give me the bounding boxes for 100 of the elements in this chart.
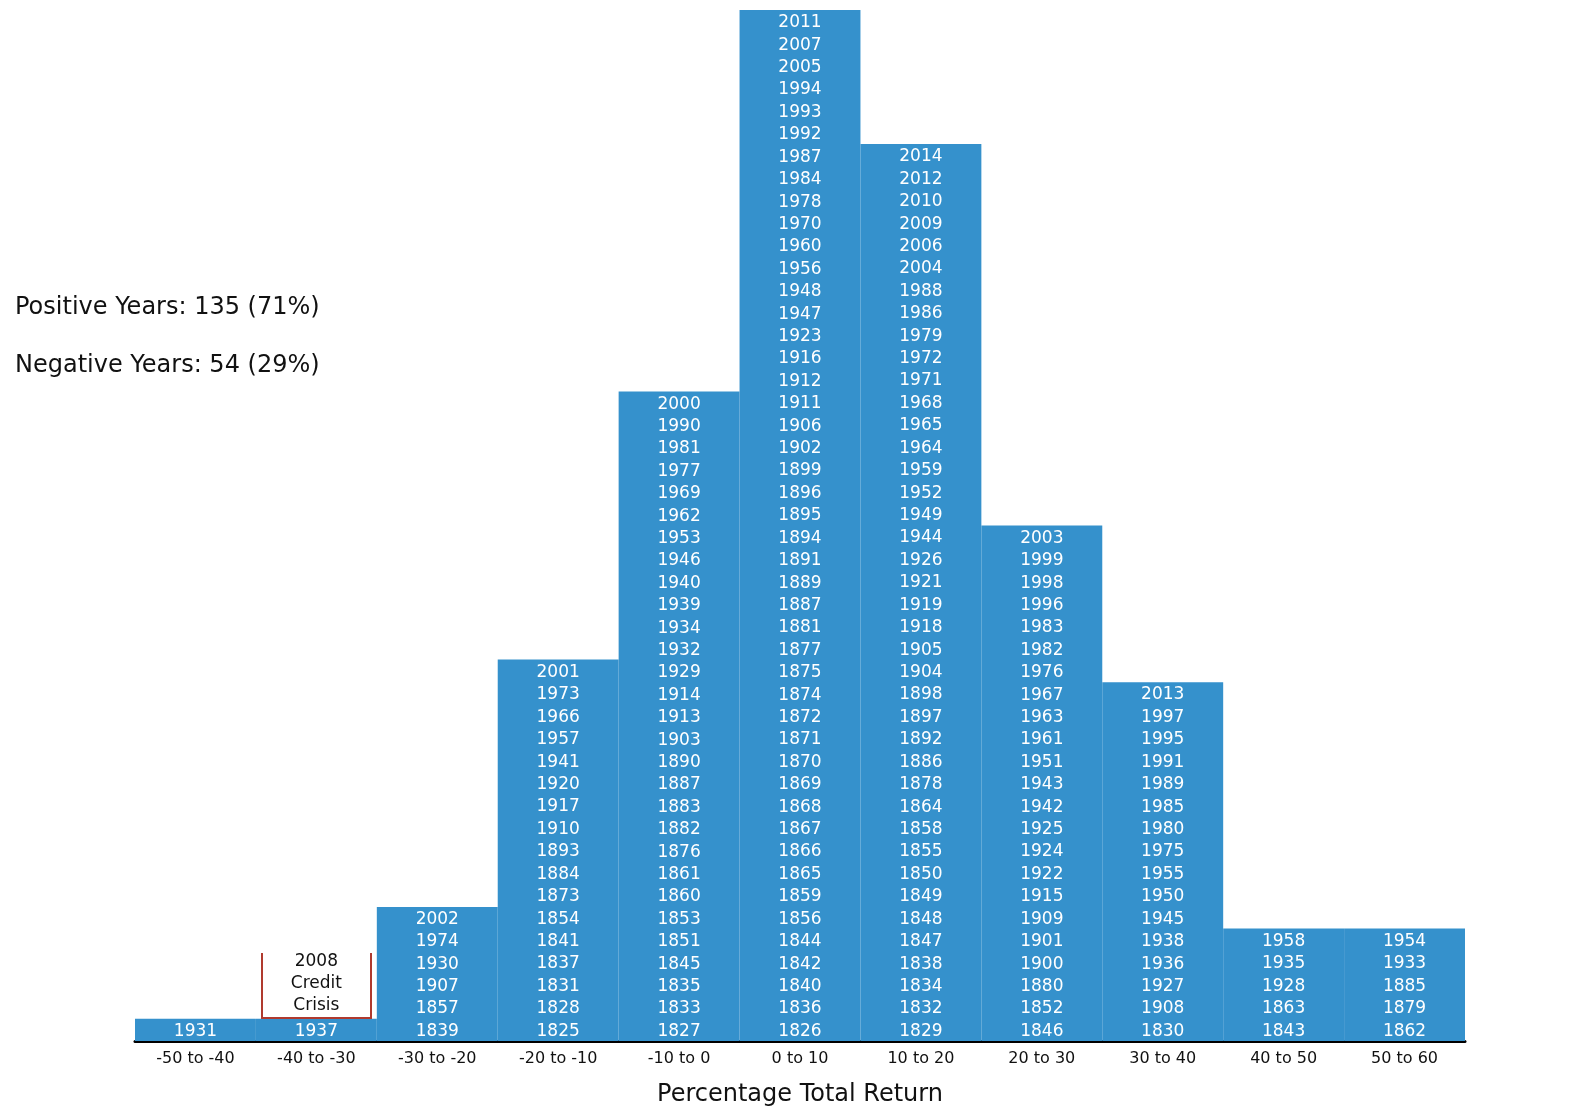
annotation: 1862 xyxy=(1382,1019,1427,1040)
annotation: 1893 xyxy=(536,840,580,861)
annotation: 1842 xyxy=(778,952,822,973)
annotation: 1857 xyxy=(415,997,459,1018)
annotation: 1908 xyxy=(1141,997,1185,1018)
annotation: 2014 xyxy=(899,145,943,166)
annotation: 1825 xyxy=(536,1019,580,1040)
annotation: 1835 xyxy=(657,975,701,995)
annotation: 1870 xyxy=(778,750,822,771)
annotation: 1995 xyxy=(1141,728,1185,749)
annotation: 1898 xyxy=(899,683,943,704)
annotation: 1891 xyxy=(778,549,822,570)
annotation: 1839 xyxy=(415,1019,459,1040)
annotation: 1933 xyxy=(1382,952,1427,973)
annotation: 1846 xyxy=(1020,1019,1064,1040)
annotation: Negative Years: 54 (29%) xyxy=(15,350,320,378)
annotation: 1944 xyxy=(899,526,943,547)
annotation: 1943 xyxy=(1020,773,1064,794)
annotation: 2011 xyxy=(778,11,822,32)
annotation: 1909 xyxy=(1020,907,1064,928)
annotation: 1928 xyxy=(1261,974,1306,995)
annotation: 1879 xyxy=(1382,997,1427,1018)
annotation: 1827 xyxy=(657,1019,701,1040)
annotation: 1867 xyxy=(778,818,822,839)
annotation: 1938 xyxy=(1141,930,1185,951)
annotation: 1866 xyxy=(778,840,822,861)
annotation: 1982 xyxy=(1020,638,1064,659)
annotation: 1852 xyxy=(1020,997,1064,1018)
annotation: 1832 xyxy=(899,997,943,1018)
annotation: 1828 xyxy=(536,997,580,1018)
annotation: 1988 xyxy=(899,279,943,300)
annotation: 1957 xyxy=(536,728,580,749)
annotation: 1970 xyxy=(778,212,822,233)
annotation: 1902 xyxy=(778,437,822,458)
annotation: 1973 xyxy=(536,683,580,704)
annotation: 1848 xyxy=(899,907,943,928)
annotation: 1900 xyxy=(1020,952,1064,973)
annotation: 1986 xyxy=(899,302,943,323)
annotation: 2003 xyxy=(1020,526,1064,547)
annotation: 1858 xyxy=(899,817,943,838)
annotation: 1962 xyxy=(657,504,701,525)
annotation: 1954 xyxy=(1382,929,1427,950)
annotation: 2001 xyxy=(536,660,580,681)
annotation: 1847 xyxy=(899,930,943,951)
annotation: 1916 xyxy=(778,347,822,368)
annotation: 1905 xyxy=(899,638,943,659)
annotation: 1876 xyxy=(657,840,701,861)
x-tick-label: -10 to 0 xyxy=(647,1047,711,1067)
annotation: 1886 xyxy=(899,750,943,771)
annotation: 1911 xyxy=(778,392,822,413)
annotation: 1868 xyxy=(778,795,822,816)
annotation: 1834 xyxy=(899,974,943,995)
annotation: 1865 xyxy=(778,862,822,883)
annotation: Positive Years: 135 (71%) xyxy=(15,292,320,320)
annotation: 1924 xyxy=(1020,840,1064,861)
annotation: 1980 xyxy=(1141,817,1185,838)
annotation: 1979 xyxy=(899,324,943,345)
annotation: 1912 xyxy=(778,369,822,390)
annotation: 1961 xyxy=(1020,728,1064,749)
annotation: 1923 xyxy=(778,324,822,345)
annotation: 1960 xyxy=(778,235,822,256)
annotation: 1917 xyxy=(536,795,580,816)
annotation: 1947 xyxy=(778,302,822,323)
annotation: 1836 xyxy=(778,997,822,1018)
annotation: 1948 xyxy=(778,280,822,301)
annotation: 1939 xyxy=(657,594,701,615)
annotation: 1999 xyxy=(1020,549,1064,570)
annotation: 2013 xyxy=(1141,683,1185,704)
annotation: 2000 xyxy=(657,392,701,413)
annotation: 1950 xyxy=(1141,885,1185,906)
annotation: 1963 xyxy=(1020,706,1064,726)
x-tick-label: -20 to -10 xyxy=(518,1047,598,1067)
annotation: 1951 xyxy=(1020,750,1064,771)
annotation: 1981 xyxy=(657,437,701,458)
annotation: 1887 xyxy=(657,773,701,794)
annotation: 1964 xyxy=(899,436,943,457)
annotation: 1953 xyxy=(657,527,701,548)
x-tick-label: 10 to 20 xyxy=(887,1047,955,1067)
annotation: 1946 xyxy=(657,549,701,570)
annotation: 1972 xyxy=(899,347,943,368)
annotation: 1914 xyxy=(657,683,701,704)
annotation: 1918 xyxy=(899,616,943,637)
annotation: 1845 xyxy=(657,952,701,973)
annotation: 1966 xyxy=(536,705,580,726)
x-tick-label: -50 to -40 xyxy=(156,1047,235,1067)
bracket: 2008 Credit Crisis xyxy=(260,952,372,1019)
annotation: 1840 xyxy=(778,974,822,995)
annotation: 1930 xyxy=(415,952,459,973)
annotation: 1967 xyxy=(1020,683,1064,704)
x-tick-label: 20 to 30 xyxy=(1008,1047,1076,1067)
annotation: 1854 xyxy=(536,907,580,928)
annotation: 1985 xyxy=(1141,795,1185,816)
annotation: 1940 xyxy=(657,571,701,592)
annotation: 1936 xyxy=(1141,952,1185,973)
annotation: 1932 xyxy=(657,639,701,660)
annotation: 1925 xyxy=(1020,818,1064,839)
annotation: 1855 xyxy=(899,840,943,861)
annotation: 1921 xyxy=(899,571,943,592)
annotation: 1856 xyxy=(778,907,822,928)
annotation: 1875 xyxy=(778,661,822,682)
